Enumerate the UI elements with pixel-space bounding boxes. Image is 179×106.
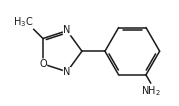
Text: N: N <box>63 67 71 77</box>
Text: H$_3$C: H$_3$C <box>13 15 33 29</box>
Text: NH$_2$: NH$_2$ <box>141 84 161 98</box>
Text: N: N <box>63 25 71 35</box>
Text: O: O <box>39 59 47 69</box>
